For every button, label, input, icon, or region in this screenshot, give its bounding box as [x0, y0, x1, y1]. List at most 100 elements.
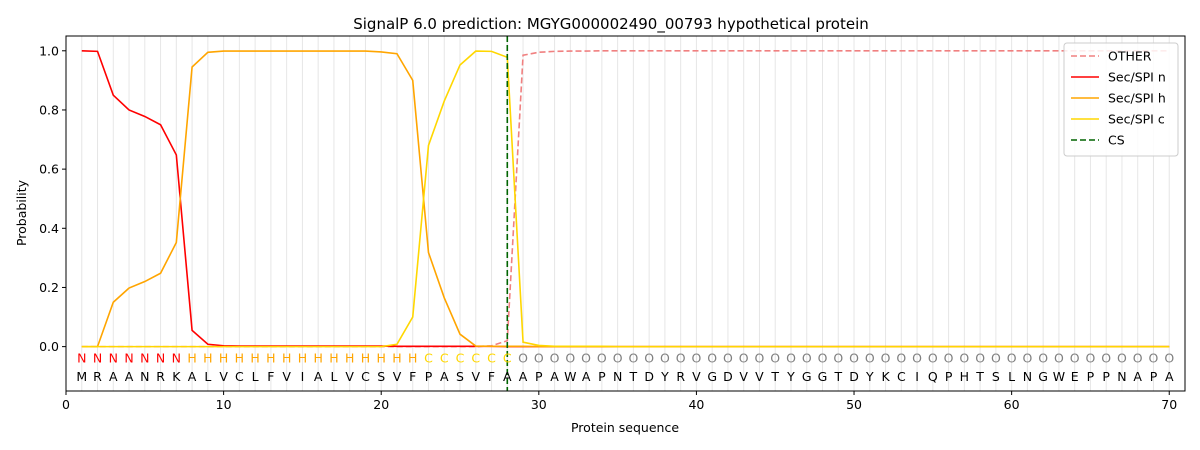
- residue-label: D: [644, 369, 654, 384]
- x-tick-label: 20: [373, 397, 389, 412]
- region-label: O: [928, 350, 938, 365]
- region-label: O: [912, 350, 922, 365]
- residue-label: A: [550, 369, 559, 384]
- residue-label: Q: [928, 369, 938, 384]
- region-label: O: [849, 350, 859, 365]
- y-tick-label: 0.0: [39, 339, 59, 354]
- region-label: O: [534, 350, 544, 365]
- region-label: O: [896, 350, 906, 365]
- residue-label: I: [915, 369, 919, 384]
- region-label: O: [802, 350, 812, 365]
- residue-label: A: [1133, 369, 1142, 384]
- x-tick-label: 70: [1161, 397, 1177, 412]
- residue-label: L: [204, 369, 211, 384]
- residue-label: Y: [660, 369, 669, 384]
- series-line: [81, 49, 1170, 348]
- residue-label: N: [1023, 369, 1032, 384]
- residue-label: P: [598, 369, 606, 384]
- residue-label: T: [833, 369, 842, 384]
- series-line: [81, 50, 1170, 348]
- region-label: N: [140, 350, 149, 365]
- residue-label: A: [125, 369, 134, 384]
- region-label: O: [959, 350, 969, 365]
- region-label: H: [282, 350, 291, 365]
- legend-box: [1063, 42, 1179, 157]
- residue-label: V: [282, 369, 291, 384]
- legend-label: OTHER: [1108, 49, 1152, 64]
- residue-label: P: [1150, 369, 1158, 384]
- residue-label: A: [519, 369, 528, 384]
- region-label: H: [377, 350, 386, 365]
- region-label: H: [329, 350, 338, 365]
- residue-label: G: [818, 369, 828, 384]
- residue-label: I: [301, 369, 305, 384]
- residue-label: V: [471, 369, 480, 384]
- residue-label: W: [1053, 369, 1065, 384]
- residue-label: N: [613, 369, 622, 384]
- region-label: H: [408, 350, 417, 365]
- residue-label: S: [377, 369, 385, 384]
- residue-label: F: [267, 369, 274, 384]
- residue-label: C: [897, 369, 906, 384]
- region-label: O: [1101, 350, 1111, 365]
- region-label: O: [628, 350, 638, 365]
- region-label: O: [833, 350, 843, 365]
- residue-label: W: [564, 369, 576, 384]
- region-label: O: [581, 350, 591, 365]
- residue-label: Y: [786, 369, 795, 384]
- region-label: O: [1133, 350, 1143, 365]
- region-label: N: [93, 350, 102, 365]
- region-label: C: [471, 350, 480, 365]
- region-label: H: [250, 350, 259, 365]
- region-label: O: [1086, 350, 1096, 365]
- region-label: O: [1007, 350, 1017, 365]
- region-label: N: [156, 350, 165, 365]
- plot-frame: [65, 35, 1186, 392]
- y-tick-label: 0.6: [39, 162, 59, 177]
- legend-label: CS: [1108, 133, 1125, 148]
- region-label: C: [440, 350, 449, 365]
- y-tick-label: 0.4: [39, 221, 59, 236]
- residue-label: P: [535, 369, 543, 384]
- region-label: O: [613, 350, 623, 365]
- residue-label: F: [409, 369, 416, 384]
- region-label: O: [1038, 350, 1048, 365]
- residue-label: R: [93, 369, 102, 384]
- region-label: O: [707, 350, 717, 365]
- region-label: O: [944, 350, 954, 365]
- residue-label: V: [393, 369, 402, 384]
- region-label: N: [77, 350, 86, 365]
- residue-label: A: [109, 369, 118, 384]
- plot-area: 0 10 20 30 40 50 60 70 0.00.20.40.60.81.0 NMNRN…: [39, 35, 1186, 412]
- x-tick-label: 30: [531, 397, 547, 412]
- residue-label: P: [425, 369, 433, 384]
- residue-label: P: [1087, 369, 1095, 384]
- region-label: O: [786, 350, 796, 365]
- y-tick-label: 0.8: [39, 102, 59, 117]
- region-label: O: [1149, 350, 1159, 365]
- region-label: O: [991, 350, 1001, 365]
- residue-label: A: [1165, 369, 1174, 384]
- region-label: O: [692, 350, 702, 365]
- region-label: N: [109, 350, 118, 365]
- residue-label: D: [723, 369, 733, 384]
- residue-label: N: [1117, 369, 1126, 384]
- region-label: O: [1022, 350, 1032, 365]
- region-label: O: [1070, 350, 1080, 365]
- region-label: O: [550, 350, 560, 365]
- region-label: O: [1164, 350, 1174, 365]
- region-label: N: [172, 350, 181, 365]
- residue-label: M: [76, 369, 87, 384]
- residue-label: V: [692, 369, 701, 384]
- y-tick-label: 1.0: [39, 43, 59, 58]
- residue-label: E: [1071, 369, 1079, 384]
- region-label: O: [1054, 350, 1064, 365]
- residue-label: A: [188, 369, 197, 384]
- residue-label: A: [582, 369, 591, 384]
- region-label: H: [203, 350, 212, 365]
- residue-label: T: [975, 369, 984, 384]
- residue-label: G: [1038, 369, 1048, 384]
- x-tick-label: 0: [62, 397, 70, 412]
- residue-label: C: [361, 369, 370, 384]
- region-label: O: [881, 350, 891, 365]
